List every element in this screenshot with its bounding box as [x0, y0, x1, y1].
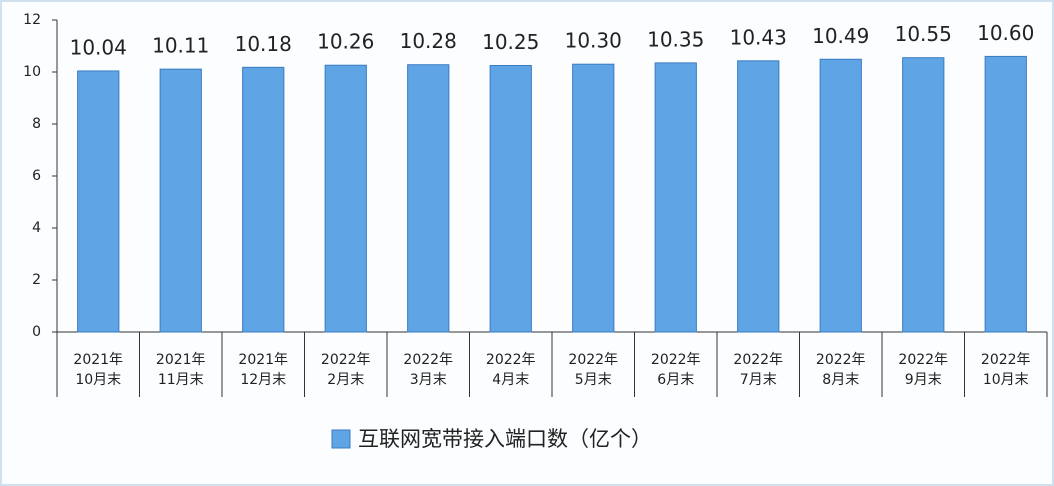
y-tick-label: 10	[23, 64, 41, 80]
bar	[819, 58, 862, 333]
x-tick-label: 2022年 10月末	[980, 352, 1031, 388]
y-tick-label: 4	[32, 220, 41, 236]
x-tick-label: 2022年 7月末	[733, 352, 784, 388]
bar	[902, 57, 945, 333]
x-tick-label: 2022年 3月末	[403, 352, 454, 388]
x-tick-label: 2022年 9月末	[898, 352, 949, 388]
y-tick-label: 12	[23, 12, 41, 28]
bar	[572, 63, 615, 333]
x-tick-label: 2022年 5月末	[568, 352, 619, 388]
value-label: 10.60	[977, 21, 1034, 45]
bar	[654, 62, 697, 333]
value-label: 10.55	[895, 22, 952, 46]
y-tick-label: 8	[32, 116, 41, 132]
y-tick-label: 6	[32, 168, 41, 184]
value-label: 10.30	[565, 29, 622, 53]
legend-label: 互联网宽带接入端口数（亿个）	[358, 427, 652, 451]
x-tick-label: 2021年 10月末	[73, 352, 124, 388]
x-tick-label: 2021年 11月末	[155, 352, 206, 388]
bar	[324, 64, 367, 333]
x-tick-label: 2022年 6月末	[650, 352, 701, 388]
bar	[489, 65, 532, 333]
value-label: 10.28	[400, 29, 457, 53]
x-tick-label: 2021年 12月末	[238, 352, 289, 388]
bar	[242, 66, 285, 333]
y-tick-label: 0	[32, 324, 41, 340]
x-tick-label: 2022年 4月末	[485, 352, 536, 388]
value-label: 10.26	[317, 30, 374, 54]
value-label: 10.35	[647, 27, 704, 51]
bar	[737, 60, 780, 333]
y-tick-label: 2	[32, 272, 41, 288]
value-label: 10.04	[70, 35, 127, 59]
x-tick-label: 2022年 2月末	[320, 352, 371, 388]
legend-swatch	[331, 429, 351, 449]
value-label: 10.11	[152, 34, 209, 58]
value-label: 10.43	[730, 25, 787, 49]
bar	[77, 70, 120, 333]
value-label: 10.25	[482, 30, 539, 54]
value-label: 10.18	[235, 32, 292, 56]
bar	[407, 64, 450, 333]
value-label: 10.49	[812, 24, 869, 48]
bar	[159, 68, 202, 333]
bar	[984, 55, 1027, 333]
x-tick-label: 2022年 8月末	[815, 352, 866, 388]
